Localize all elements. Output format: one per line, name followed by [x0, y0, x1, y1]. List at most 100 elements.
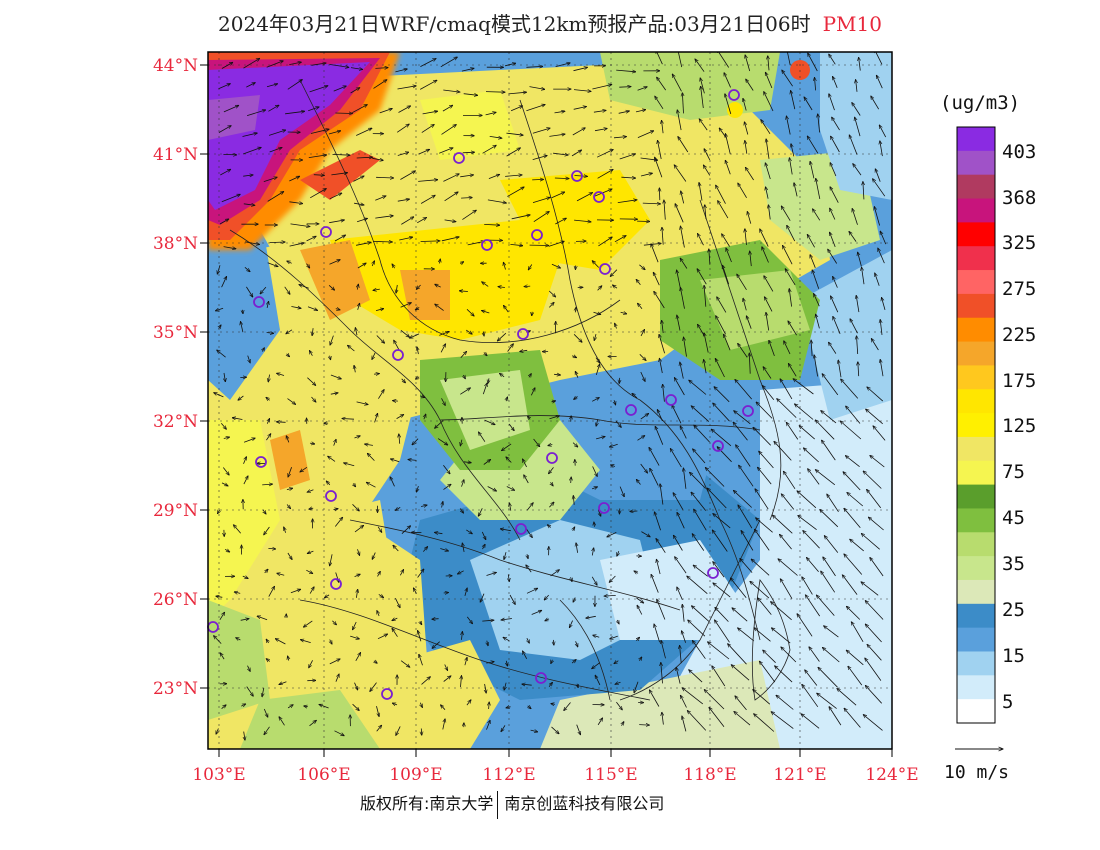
wind-arrow: [290, 589, 301, 594]
wind-arrow: [265, 569, 268, 574]
wind-arrow: [352, 105, 367, 114]
wind-arrow: [487, 640, 488, 646]
wind-arrow: [262, 484, 272, 485]
wind-arrow: [373, 289, 380, 290]
wind-arrow: [463, 375, 465, 379]
wind-arrow: [500, 529, 511, 531]
wind-arrow: [503, 637, 510, 642]
wind-arrow: [640, 330, 645, 337]
wind-arrow: [526, 588, 538, 594]
wind-arrow: [745, 141, 747, 154]
wind-arrow: [442, 719, 445, 730]
wind-arrow: [484, 419, 495, 425]
wind-arrow: [638, 303, 643, 310]
wind-arrow: [866, 409, 883, 425]
wind-arrow: [699, 183, 703, 201]
wind-arrow: [309, 351, 312, 356]
wind-arrow: [400, 329, 410, 337]
colorbar-label: 403: [1002, 141, 1037, 163]
wind-arrow: [741, 531, 754, 551]
wind-arrow: [571, 356, 577, 358]
wind-arrow: [500, 373, 505, 378]
copyright-left: 版权所有:南京大学: [360, 794, 494, 813]
wind-arrow: [684, 337, 687, 357]
wind-arrow: [528, 706, 531, 709]
wind-arrow: [746, 79, 754, 91]
wind-arrow: [373, 80, 387, 89]
wind-arrow: [871, 339, 879, 351]
wind-arrow: [620, 312, 627, 314]
wind-arrow: [459, 291, 468, 292]
wind-arrow: [592, 261, 599, 268]
wind-arrow: [594, 189, 612, 197]
wind-arrow: [837, 688, 857, 706]
station-marker: [255, 456, 267, 468]
wind-arrow: [787, 52, 791, 66]
wind-arrow: [356, 242, 371, 246]
wind-arrow: [846, 406, 861, 424]
wind-arrow: [682, 93, 683, 114]
wind-arrow: [571, 150, 582, 157]
wind-arrow: [838, 360, 842, 378]
wind-arrow: [442, 105, 453, 112]
wind-arrow: [329, 220, 344, 224]
wind-arrow: [657, 599, 666, 620]
wind-arrow: [637, 87, 648, 91]
wind-arrow: [501, 725, 506, 731]
wind-arrow: [744, 122, 749, 135]
wind-arrow: [745, 167, 754, 181]
wind-arrow: [762, 385, 775, 400]
wind-arrow: [219, 219, 229, 225]
wind-arrow: [221, 482, 228, 486]
wind-arrow: [269, 148, 282, 153]
wind-arrow: [526, 565, 532, 573]
wind-arrow: [672, 405, 682, 424]
colorbar-segment: [957, 222, 995, 247]
wind-arrow: [802, 684, 819, 708]
wind-arrow: [809, 647, 820, 662]
wind-arrow: [506, 660, 507, 666]
wind-arrow: [662, 320, 664, 334]
wind-arrow: [597, 169, 614, 179]
wind-arrow: [637, 436, 645, 441]
lon-label-103e: 103°E: [192, 765, 246, 785]
copyright-right: 南京创蓝科技有限公司: [504, 794, 665, 813]
wind-arrow: [352, 703, 360, 710]
wind-arrow: [335, 309, 340, 310]
wind-arrow: [618, 111, 630, 114]
wind-arrow: [676, 667, 681, 684]
wind-arrow: [787, 225, 796, 242]
wind-arrow: [533, 438, 540, 447]
wind-arrow: [829, 54, 836, 65]
wind-arrow: [528, 416, 531, 419]
wind-arrow: [483, 544, 486, 550]
wind-arrow: [417, 485, 419, 492]
wind-arrow: [619, 377, 620, 384]
colorbar-segment: [957, 603, 995, 629]
wind-arrow: [815, 420, 835, 440]
wind-arrow: [768, 56, 769, 71]
wind-arrow: [820, 509, 839, 528]
wind-arrow: [857, 336, 858, 355]
wind-arrow: [526, 66, 542, 67]
wind-arrow: [432, 619, 439, 620]
wind-arrow: [731, 665, 750, 681]
wind-arrow: [483, 460, 491, 465]
wind-arrow: [242, 576, 248, 578]
wind-arrow: [511, 215, 531, 220]
wind-arrow: [504, 682, 506, 690]
wind-arrow: [863, 471, 882, 489]
wind-arrow: [673, 535, 683, 551]
wind-arrow: [724, 334, 731, 351]
wind-arrow: [758, 467, 772, 485]
wind-arrow: [617, 551, 619, 556]
wind-arrow: [287, 354, 290, 357]
wind-arrow: [862, 267, 865, 285]
wind-arrow: [704, 360, 707, 374]
wind-arrow: [793, 379, 814, 395]
wind-arrow: [276, 422, 286, 423]
wind-arrow: [443, 484, 452, 490]
wind-arrow: [372, 352, 376, 360]
wind-arrow: [393, 545, 399, 552]
province-borders: [229, 79, 791, 701]
